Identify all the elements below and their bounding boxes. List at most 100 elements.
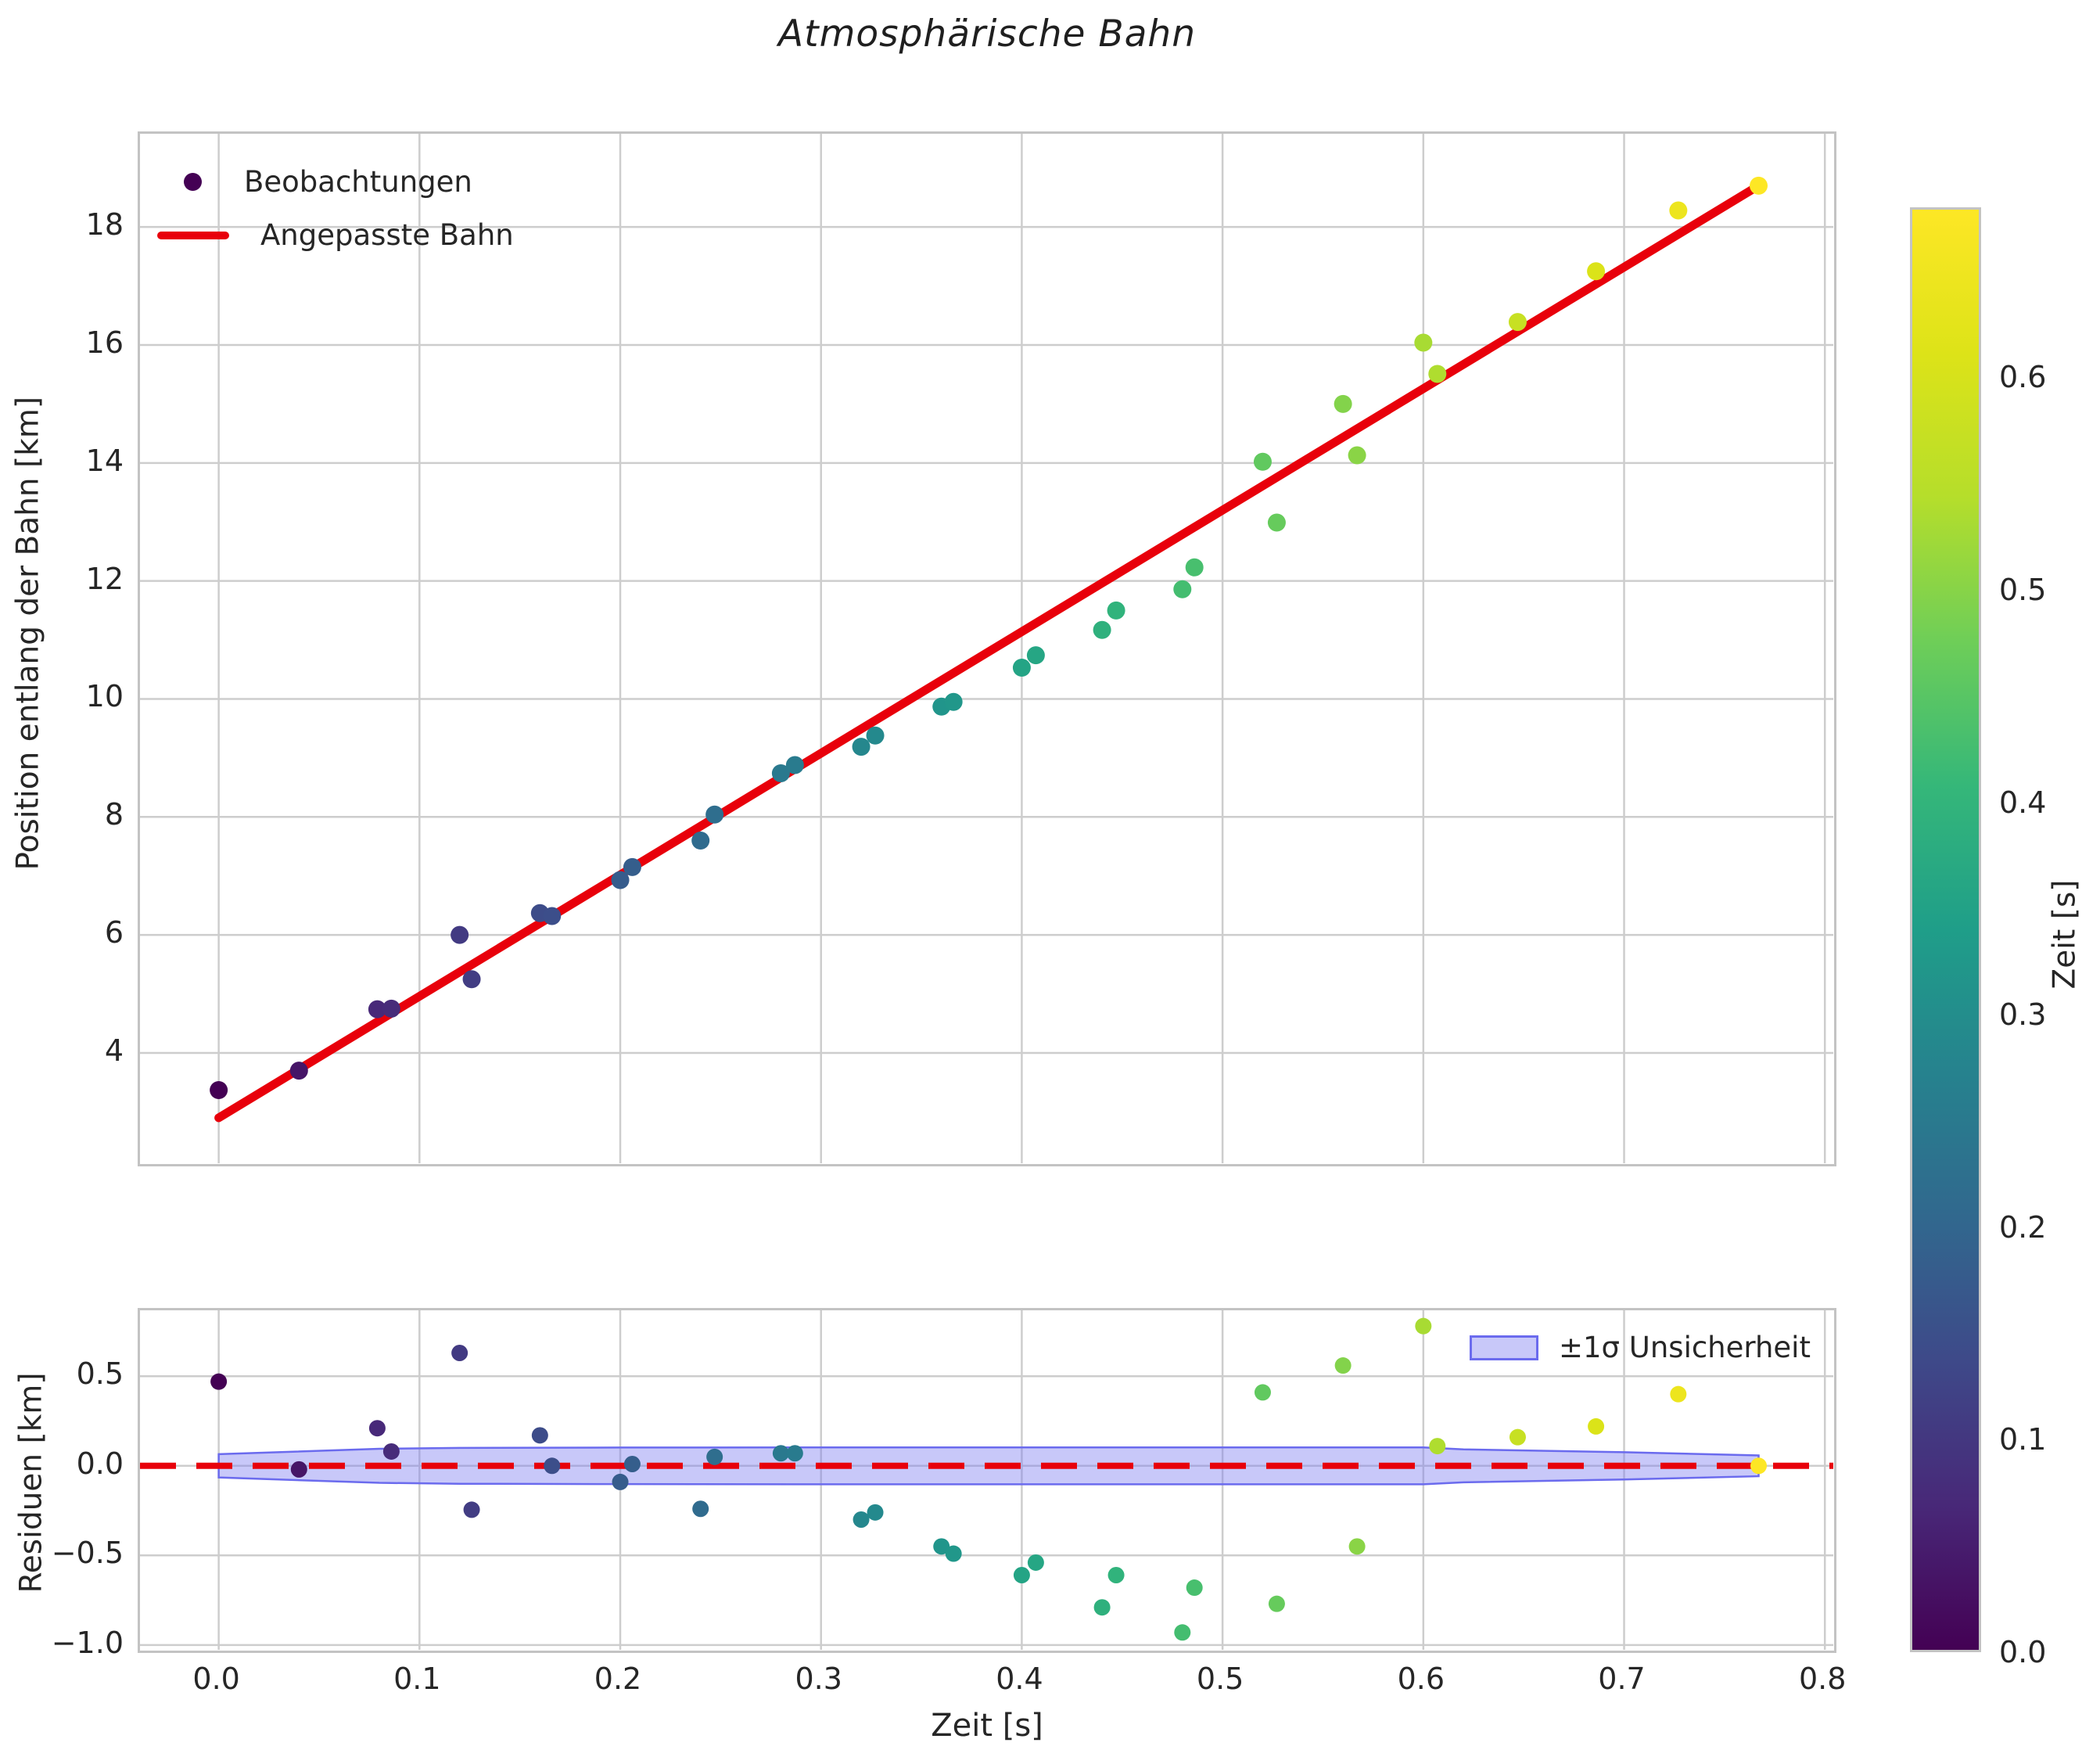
observation-point [1107, 601, 1125, 620]
observation-point [462, 970, 481, 989]
observation-point [1428, 365, 1447, 383]
colorbar-tick-label: 0.1 [1999, 1422, 2047, 1457]
residual-y-axis-label: Residuen [km] [13, 1372, 49, 1594]
colorbar-tick-label: 0.2 [1999, 1209, 2047, 1245]
residual-point [1027, 1554, 1044, 1571]
x-tick-label: 0.0 [192, 1662, 240, 1696]
residual-point [853, 1511, 870, 1528]
residual-point [867, 1504, 884, 1521]
residual-point [1254, 1384, 1271, 1401]
x-tick-label: 0.7 [1598, 1662, 1646, 1696]
main-y-tick-label: 10 [85, 679, 124, 714]
colorbar-tick-label: 0.4 [1999, 785, 2047, 820]
residual-point [210, 1373, 228, 1390]
residual-point [1107, 1566, 1125, 1583]
legend-item-band: ±1σ Unsicherheit [1470, 1331, 1811, 1364]
residual-point [945, 1545, 962, 1562]
residual-point [1348, 1538, 1366, 1555]
main-y-tick-label: 12 [85, 561, 124, 596]
band-legend-swatch [1470, 1335, 1538, 1360]
x-axis-label: Zeit [s] [931, 1708, 1043, 1744]
colorbar-tick-label: 0.5 [1999, 572, 2047, 607]
observation-point [1414, 333, 1433, 352]
observation-point [368, 1000, 386, 1019]
colorbar-tick-label: 0.3 [1999, 997, 2047, 1033]
observation-point [1185, 558, 1204, 577]
residual-point [1268, 1595, 1285, 1612]
observation-point [705, 805, 724, 824]
residual-point [612, 1473, 629, 1490]
residual-point [1415, 1317, 1432, 1335]
residual-point [1174, 1624, 1191, 1641]
residual-point [451, 1345, 468, 1362]
main-y-tick-label: 16 [85, 325, 124, 360]
observation-point [1587, 262, 1606, 281]
x-tick-label: 0.4 [996, 1662, 1043, 1696]
x-tick-label: 0.5 [1196, 1662, 1244, 1696]
residual-point [933, 1538, 950, 1555]
residual-point [706, 1448, 723, 1465]
main-y-tick-label: 4 [104, 1033, 124, 1068]
x-tick-label: 0.8 [1799, 1662, 1847, 1696]
residual-point [786, 1445, 803, 1462]
residual-y-tick-label: −1.0 [51, 1625, 124, 1660]
main-y-axis-label: Position entlang der Bahn [km] [10, 396, 46, 871]
colorbar [1910, 207, 1981, 1652]
main-y-tick-label: 18 [85, 207, 124, 243]
x-tick-label: 0.3 [795, 1662, 842, 1696]
residual-point [1670, 1385, 1687, 1403]
x-tick-label: 0.1 [393, 1662, 441, 1696]
residual-y-tick-label: 0.5 [76, 1356, 124, 1392]
residual-point [463, 1501, 480, 1518]
observation-point [623, 857, 641, 876]
residual-point [1186, 1579, 1203, 1597]
colorbar-tick-label: 0.0 [1999, 1635, 2047, 1669]
residual-point [692, 1500, 709, 1518]
residual-point [1509, 1428, 1526, 1446]
observation-point [451, 925, 469, 944]
colorbar-label: Zeit [s] [2047, 879, 2083, 990]
observation-point [785, 756, 804, 774]
observation-point [771, 764, 790, 783]
residual-point [382, 1443, 400, 1460]
band-legend-label: ±1σ Unsicherheit [1559, 1331, 1811, 1364]
observation-point [1253, 452, 1272, 471]
observation-point [691, 831, 710, 850]
main-plot-area: Beobachtungen Angepasste Bahn [138, 131, 1836, 1166]
residual-point [1013, 1566, 1030, 1583]
fit-legend-line [157, 231, 229, 239]
main-y-tick-label: 14 [85, 443, 124, 478]
observation-point [1508, 313, 1527, 332]
fitted-trajectory-line [214, 181, 1764, 1123]
observation-point [1093, 620, 1111, 639]
observation-point [382, 999, 400, 1018]
observation-point [866, 726, 885, 745]
observation-point [611, 871, 630, 889]
observation-point [289, 1062, 308, 1080]
residual-y-tick-label: −0.5 [51, 1536, 124, 1571]
residual-point [1429, 1438, 1446, 1455]
residual-point [290, 1461, 307, 1478]
residual-point [544, 1457, 561, 1475]
observation-point [1267, 513, 1286, 532]
observations-legend-label: Beobachtungen [244, 165, 472, 199]
residuals-plot-area: ±1σ Unsicherheit [138, 1308, 1836, 1653]
residual-point [772, 1445, 789, 1462]
observation-point [1173, 580, 1192, 598]
main-y-tick-label: 8 [104, 797, 124, 832]
observation-point [1012, 659, 1031, 677]
main-y-tick-label: 6 [104, 915, 124, 950]
observation-point [852, 738, 871, 756]
legend-item-fit: Angepasste Bahn [157, 218, 514, 252]
residual-point [368, 1420, 386, 1437]
observation-point [1026, 646, 1045, 665]
residual-y-tick-label: 0.0 [76, 1446, 124, 1481]
residual-point [1093, 1599, 1111, 1616]
main-plot-canvas [140, 134, 1833, 1163]
observation-point [543, 907, 562, 925]
x-tick-label: 0.2 [594, 1662, 642, 1696]
observation-point [1750, 176, 1768, 195]
colorbar-tick-label: 0.6 [1999, 360, 2047, 395]
residual-point [1588, 1417, 1605, 1435]
